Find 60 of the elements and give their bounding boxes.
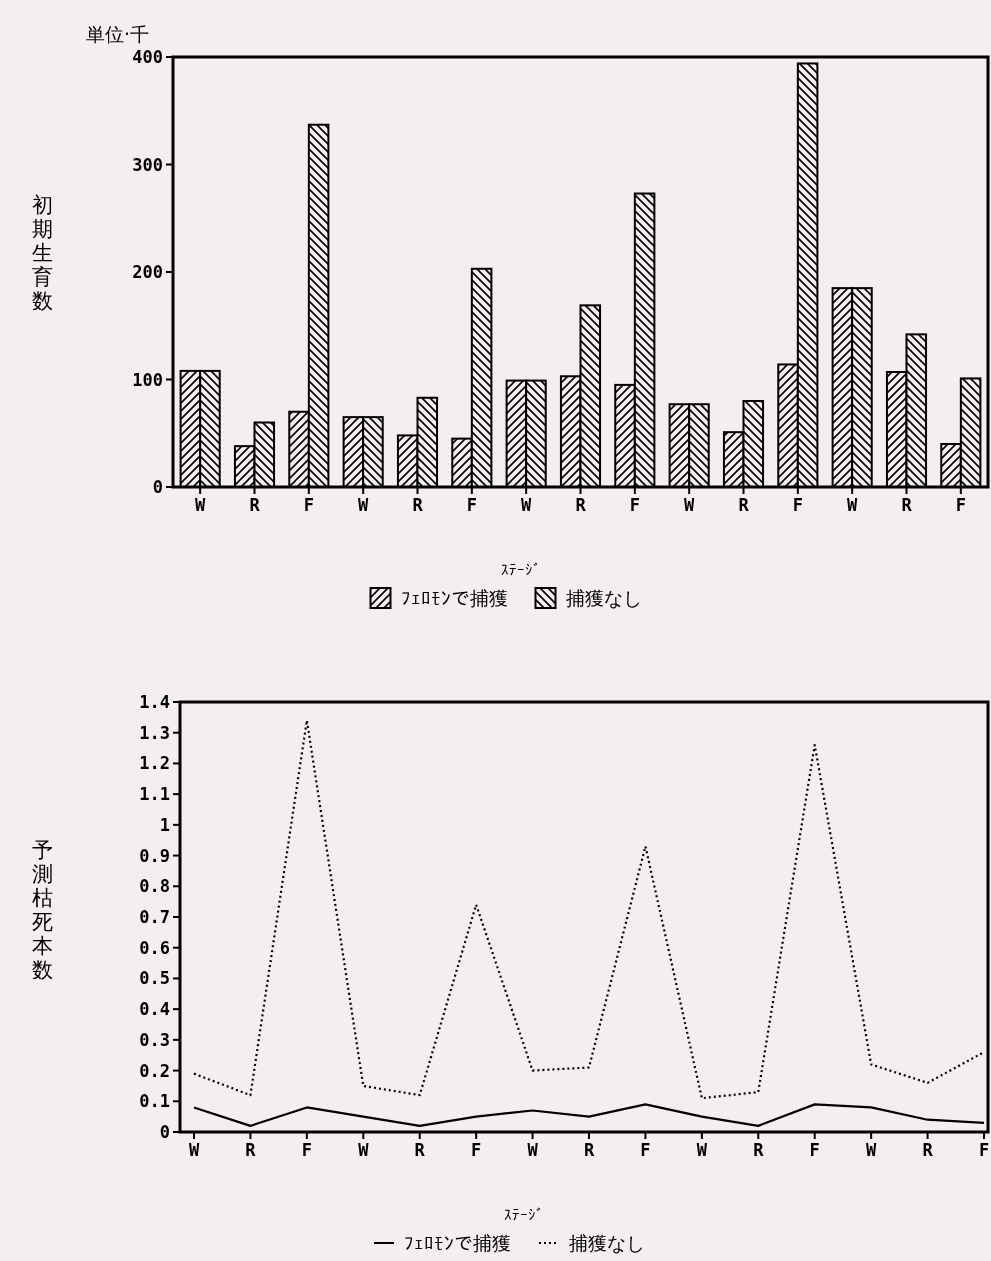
y-tick-label: 0 [152,477,163,497]
legend-label: 捕獲なし [569,1232,645,1254]
x-tick-label: W [188,1140,200,1160]
x-tick-label: F [471,1140,482,1160]
y-axis-title: 予測枯死本数 [31,838,53,982]
y-tick-label: 300 [132,154,163,175]
x-tick-label: R [583,1140,595,1160]
x-tick-label: W [847,495,859,515]
x-tick-label: F [809,1140,820,1160]
x-tick-label: F [301,1140,312,1160]
y-tick-label: 0.4 [139,999,170,1020]
x-tick-label: F [978,1140,990,1160]
x-axis-title: ｽﾃｰｼﾞ [504,1206,544,1224]
x-axis-title: ｽﾃｰｼﾞ [500,561,541,579]
y-tick-label: 0.2 [139,1060,170,1081]
x-tick-label: R [412,495,424,515]
legend-label: ﾌｪﾛﾓﾝで捕獲 [400,587,508,609]
x-tick-label: W [527,1140,539,1160]
y-tick-label: 0.9 [139,845,170,866]
x-tick-label: R [901,495,913,515]
x-tick-label: F [466,495,477,515]
x-tick-label: R [738,495,750,515]
x-tick-label: W [521,495,533,515]
y-tick-label: 0.8 [139,876,170,897]
x-tick-label: R [249,495,261,515]
y-tick-label: 0 [159,1122,170,1142]
y-tick-label: 1.2 [139,753,170,774]
x-tick-label: R [753,1140,765,1160]
y-tick-label: 1.3 [139,722,170,743]
legend-label: ﾌｪﾛﾓﾝで捕獲 [404,1232,511,1254]
x-tick-label: F [303,495,314,515]
x-tick-label: F [955,495,966,515]
x-tick-label: W [195,495,207,515]
y-tick-label: 1 [159,814,170,835]
x-tick-label: R [575,495,587,515]
y-tick-label: 0.5 [139,968,170,989]
x-tick-label: R [922,1140,934,1160]
x-tick-label: W [358,495,370,515]
y-tick-label: 0.3 [139,1029,170,1050]
y-tick-label: 1.1 [139,784,170,805]
line-series [192,1103,986,1127]
x-tick-label: R [414,1140,426,1160]
x-tick-label: F [640,1140,651,1160]
x-tick-label: R [245,1140,257,1160]
x-tick-label: W [696,1140,708,1160]
x-tick-label: W [866,1140,878,1160]
y-tick-label: 400 [132,47,163,67]
y-tick-label: 1.4 [139,692,170,712]
y-tick-label: 0.1 [139,1091,170,1112]
x-tick-label: W [684,495,696,515]
x-tick-label: F [629,495,640,515]
y-tick-label: 0.6 [139,937,170,958]
legend-label: 捕獲なし [565,587,642,609]
y-tick-label: 200 [132,262,163,282]
y-tick-label: 0.7 [139,907,170,927]
x-tick-label: F [792,495,803,515]
text: 単位·千 [86,23,150,45]
y-tick-label: 100 [132,369,163,390]
x-tick-label: W [358,1140,370,1160]
y-axis-title: 初期生育数 [31,193,53,313]
